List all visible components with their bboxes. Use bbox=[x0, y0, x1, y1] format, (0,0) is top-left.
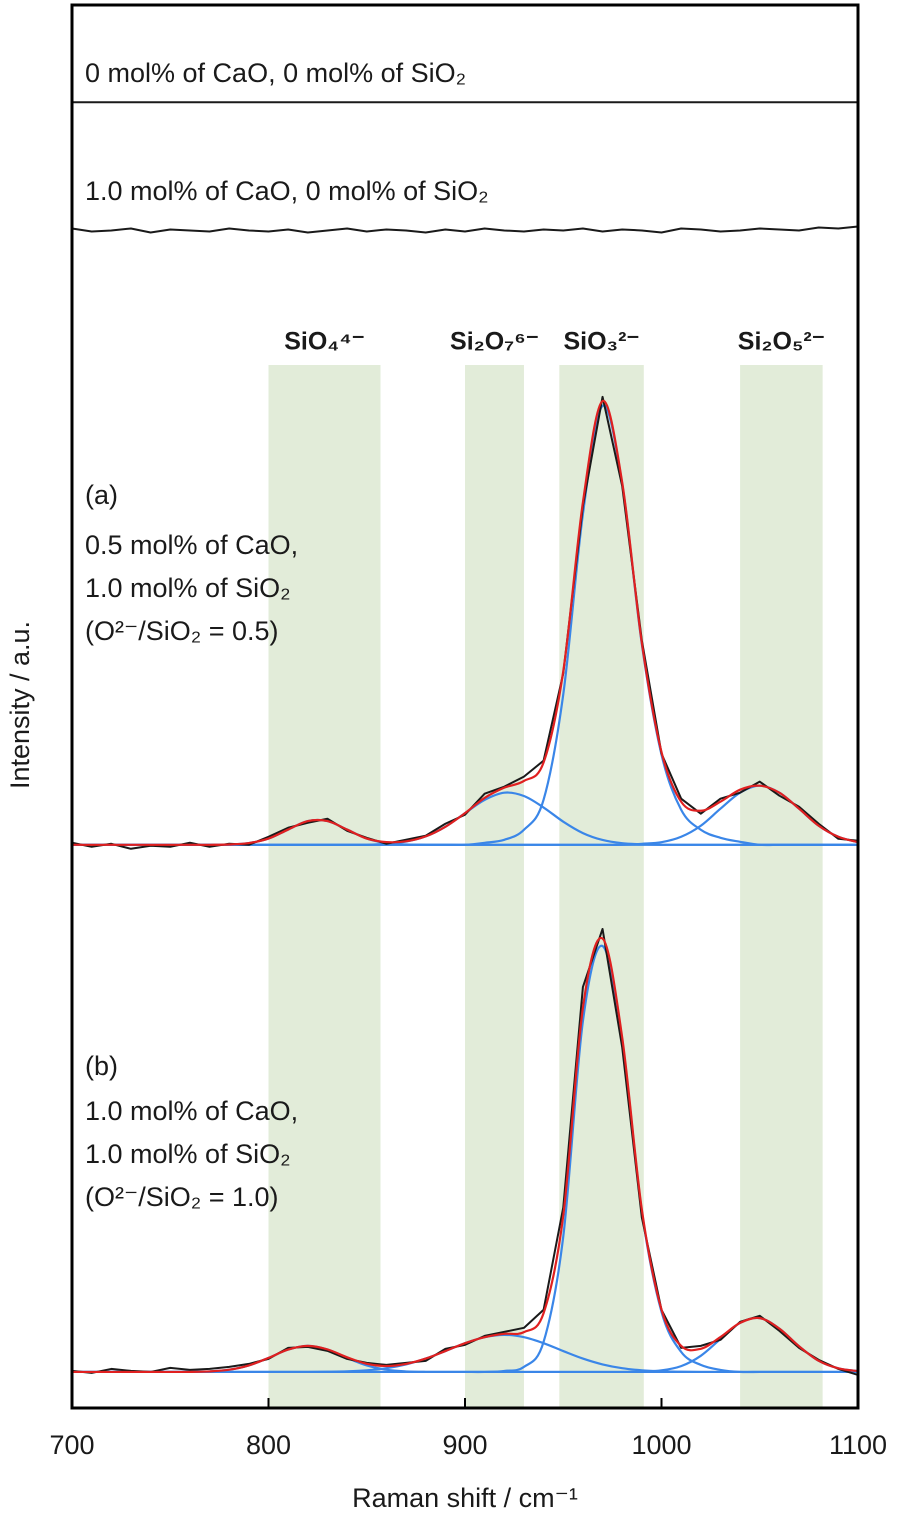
band-label: SiO₃²⁻ bbox=[563, 328, 639, 356]
x-tick-label: 1100 bbox=[829, 1430, 887, 1460]
x-tick-label: 800 bbox=[246, 1430, 291, 1460]
series-line bbox=[71, 225, 859, 234]
bands bbox=[268, 365, 823, 1408]
annotation: (O²⁻/SiO₂ = 0.5) bbox=[85, 616, 279, 646]
x-tick-label: 900 bbox=[442, 1430, 487, 1460]
lines bbox=[71, 101, 859, 1376]
annotation: 0.5 mol% of CaO, bbox=[85, 530, 298, 560]
annotation: (a) bbox=[85, 480, 118, 510]
annotation: (O²⁻/SiO₂ = 1.0) bbox=[85, 1182, 279, 1212]
x-tick-label: 700 bbox=[49, 1430, 94, 1460]
annotation: 0 mol% of CaO, 0 mol% of SiO₂ bbox=[85, 58, 466, 88]
band bbox=[465, 365, 524, 1408]
series-line bbox=[72, 936, 859, 1374]
series-line bbox=[71, 399, 859, 846]
annotation: (b) bbox=[85, 1051, 118, 1081]
plot-frame bbox=[70, 3, 860, 1410]
band bbox=[740, 365, 823, 1408]
y-axis-label: Intensity / a.u. bbox=[5, 621, 35, 789]
labels: 0 mol% of CaO, 0 mol% of SiO₂ 1.0 mol% o… bbox=[5, 58, 887, 1513]
annotation: 1.0 mol% of CaO, bbox=[85, 1096, 298, 1126]
band bbox=[268, 365, 381, 1408]
annotation: 1.0 mol% of SiO₂ bbox=[85, 1139, 291, 1169]
annotation: 1.0 mol% of CaO, 0 mol% of SiO₂ bbox=[85, 176, 489, 206]
x-axis-label: Raman shift / cm⁻¹ bbox=[352, 1483, 578, 1513]
series-line bbox=[71, 927, 859, 1376]
x-tick-label: 1000 bbox=[631, 1430, 691, 1460]
band-label: Si₂O₇⁶⁻ bbox=[450, 328, 539, 356]
band bbox=[559, 365, 644, 1408]
band-label: SiO₄⁴⁻ bbox=[284, 328, 365, 356]
annotation: 1.0 mol% of SiO₂ bbox=[85, 573, 291, 603]
band-label: Si₂O₅²⁻ bbox=[738, 328, 825, 356]
